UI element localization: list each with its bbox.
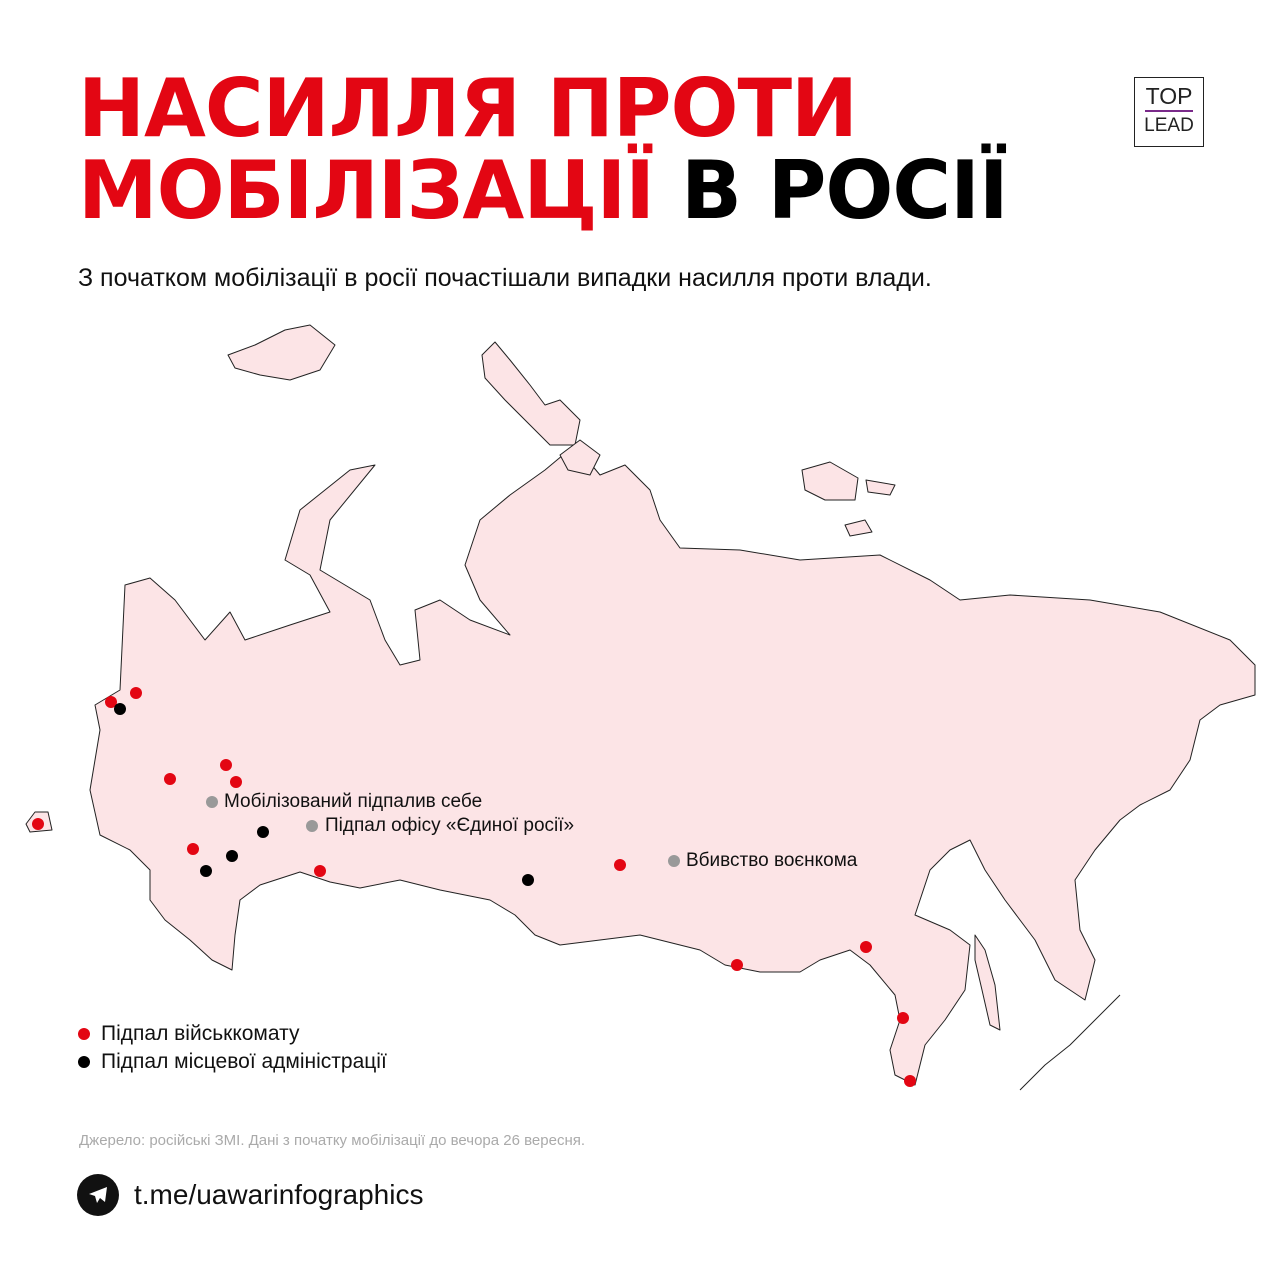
- military-office-arson-marker: [32, 818, 44, 830]
- red-dot-icon: [78, 1028, 90, 1040]
- legend-item-military-office: Підпал військкомату: [78, 1020, 387, 1048]
- military-office-arson-marker: [220, 759, 232, 771]
- annotated-event-marker: [306, 820, 318, 832]
- map-franz-josef-land: [227, 324, 336, 381]
- source-note: Джерело: російські ЗМІ. Дані з початку м…: [79, 1132, 586, 1149]
- annotated-event-marker: [668, 855, 680, 867]
- military-office-arson-marker: [614, 859, 626, 871]
- telegram-icon: [77, 1174, 119, 1216]
- legend: Підпал військкомату Підпал місцевої адмі…: [78, 1020, 387, 1076]
- administration-arson-marker: [226, 850, 238, 862]
- top-lead-logo: TOP LEAD: [1134, 77, 1204, 147]
- annotation-label: Підпал офісу «Єдиної росії»: [325, 815, 575, 836]
- military-office-arson-marker: [230, 776, 242, 788]
- black-dot-icon: [78, 1056, 90, 1068]
- military-office-arson-marker: [904, 1075, 916, 1087]
- military-office-arson-marker: [187, 843, 199, 855]
- administration-arson-marker: [114, 703, 126, 715]
- legend-label: Підпал військкомату: [101, 1022, 300, 1045]
- logo-divider: [1145, 110, 1193, 112]
- administration-arson-marker: [257, 826, 269, 838]
- annotation-label: Вбивство воєнкома: [686, 850, 858, 871]
- administration-arson-marker: [200, 865, 212, 877]
- map-kuril-islands: [1019, 994, 1121, 1091]
- legend-item-administration: Підпал місцевої адміністрації: [78, 1048, 387, 1076]
- map-novaya-zemlya: [481, 341, 581, 446]
- map-new-siberian-islands: [801, 461, 896, 501]
- logo-line-1: TOP: [1145, 83, 1193, 109]
- map-sakhalin: [974, 934, 1001, 1031]
- military-office-arson-marker: [897, 1012, 909, 1024]
- map-severnaya-zemlya: [559, 439, 601, 476]
- annotation-label: Мобілізований підпалив себе: [224, 791, 483, 812]
- title-line-2-red: МОБІЛІЗАЦІЇ: [78, 144, 655, 237]
- military-office-arson-marker: [164, 773, 176, 785]
- annotated-event-marker: [206, 796, 218, 808]
- military-office-arson-marker: [860, 941, 872, 953]
- title-line-2-black: В РОСІЇ: [680, 144, 1009, 237]
- administration-arson-marker: [522, 874, 534, 886]
- logo-line-2: LEAD: [1144, 115, 1194, 136]
- map-mainland: [89, 444, 1256, 1086]
- map-wrangel-island: [844, 519, 873, 537]
- military-office-arson-marker: [731, 959, 743, 971]
- telegram-link-text[interactable]: t.me/uawarinfographics: [134, 1179, 424, 1210]
- telegram-link[interactable]: t.me/uawarinfographics: [77, 1174, 423, 1216]
- military-office-arson-marker: [105, 696, 117, 708]
- event-markers: [32, 687, 916, 1087]
- military-office-arson-marker: [130, 687, 142, 699]
- military-office-arson-marker: [314, 865, 326, 877]
- page-title: НАСИЛЛЯ ПРОТИ МОБІЛІЗАЦІЇ В РОСІЇ: [78, 68, 1009, 232]
- title-line-1: НАСИЛЛЯ ПРОТИ: [78, 62, 858, 155]
- subtitle: З початком мобілізації в росії почастіша…: [78, 264, 932, 292]
- legend-label: Підпал місцевої адміністрації: [101, 1050, 387, 1073]
